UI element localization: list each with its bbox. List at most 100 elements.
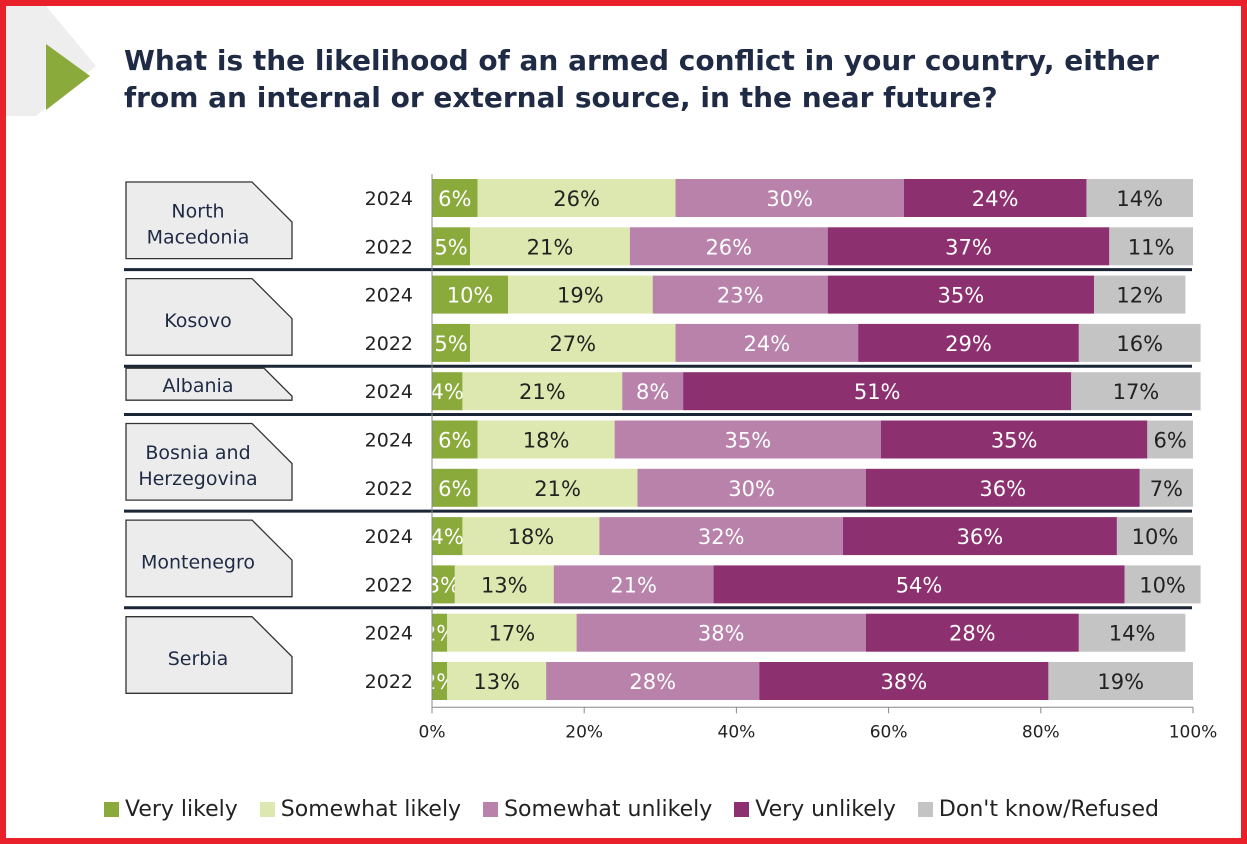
bar-segment-somewhat-unlikely: [614, 420, 881, 459]
year-label: 2022: [365, 574, 413, 596]
bar-segment-somewhat-likely: [470, 227, 630, 266]
data-label: 35%: [938, 284, 985, 308]
year-label: 2024: [365, 285, 413, 307]
data-label: 51%: [854, 380, 901, 404]
year-label: 2024: [365, 623, 413, 645]
bar-segment-very-likely: [432, 468, 478, 507]
legend-swatch: [483, 801, 499, 817]
bar-segment-very-likely: [432, 420, 478, 459]
country-tab-serbia: [125, 616, 293, 694]
bar-segment-somewhat-unlikely: [675, 323, 859, 362]
bar-segment-somewhat-unlikely: [622, 372, 684, 411]
bar-segment-very-unlikely: [827, 275, 1095, 314]
country-label: Bosnia and: [145, 442, 250, 464]
country-tab-bosnia-and-herzegovina: [125, 422, 293, 501]
country-tab-north-macedonia: [125, 181, 293, 260]
bar-segment-very-likely: [432, 372, 463, 411]
legend-item-somewhat-likely: Somewhat likely: [259, 796, 462, 822]
x-tick-label: 20%: [565, 722, 603, 742]
data-label: 21%: [610, 573, 657, 597]
country-label: Serbia: [168, 648, 229, 670]
bar-segment-somewhat-likely: [477, 468, 638, 507]
data-label: 17%: [489, 622, 536, 646]
legend-label: Somewhat likely: [280, 796, 462, 822]
bar-segment-somewhat-likely: [508, 275, 653, 314]
bar-segment-somewhat-likely: [454, 565, 554, 604]
country-label: Montenegro: [141, 551, 255, 573]
bar-segment-somewhat-unlikely: [599, 517, 843, 556]
x-tick-label: 60%: [870, 722, 908, 742]
year-label: 2024: [365, 430, 413, 452]
legend-item-dont-know: Don't know/Refused: [917, 797, 1159, 822]
country-label: North: [171, 200, 224, 222]
bar-segment-very-unlikely: [903, 179, 1087, 217]
data-label: 10%: [447, 284, 494, 308]
data-label: 10%: [1132, 525, 1179, 549]
x-tick-label: 40%: [718, 722, 756, 742]
year-label: 2022: [365, 671, 413, 693]
bar-segment-somewhat-likely: [470, 323, 676, 362]
data-label: 38%: [698, 622, 745, 646]
data-label: 14%: [1109, 622, 1156, 646]
data-label: 6%: [438, 477, 471, 501]
data-label: 35%: [991, 429, 1038, 453]
bar-segment-very-unlikely: [858, 323, 1079, 362]
legend-swatch: [917, 801, 933, 817]
legend-swatch: [104, 801, 119, 817]
bar-segment-somewhat-likely: [477, 420, 615, 459]
bar-segment-somewhat-likely: [447, 613, 577, 652]
chart-title: What is the likelihood of an armed confl…: [124, 44, 1159, 114]
bar-segment-somewhat-unlikely: [652, 275, 828, 314]
bar-segment-very-likely: [432, 323, 471, 362]
data-label: 6%: [438, 187, 471, 211]
data-label: 21%: [534, 477, 581, 501]
bar-segment-dont-know: [1078, 323, 1201, 362]
corner-decoration: [6, 6, 96, 116]
data-label: 6%: [1154, 429, 1187, 453]
legend-item-very-likely: Very likely: [104, 797, 238, 822]
bar-segment-very-unlikely: [880, 420, 1148, 459]
bar-segment-somewhat-unlikely: [553, 565, 714, 604]
bar-segment-very-unlikely: [713, 565, 1125, 604]
bar-segment-somewhat-likely: [462, 372, 623, 411]
bar-segment-very-likely: [432, 565, 455, 604]
data-label: 17%: [1113, 380, 1160, 404]
data-label: 24%: [972, 187, 1019, 211]
data-label: 19%: [1097, 670, 1144, 694]
data-label: 28%: [629, 670, 676, 694]
data-label: 35%: [724, 429, 771, 453]
bar-segment-dont-know: [1048, 662, 1193, 700]
bar-segment-very-unlikely: [759, 662, 1049, 700]
data-label: 54%: [896, 573, 943, 597]
bar-segment-dont-know: [1139, 468, 1193, 507]
data-label: 18%: [508, 525, 555, 549]
data-label: 12%: [1116, 284, 1163, 308]
data-label: 21%: [527, 235, 574, 259]
data-label: 30%: [766, 187, 813, 211]
data-label: 5%: [434, 332, 467, 356]
country-label: Herzegovina: [138, 468, 257, 490]
data-label: 21%: [519, 380, 566, 404]
data-label: 24%: [743, 332, 790, 356]
year-label: 2022: [365, 333, 413, 355]
data-label: 23%: [717, 284, 764, 308]
legend-swatch: [734, 801, 750, 817]
bar-segment-dont-know: [1071, 372, 1201, 411]
bar-segment-somewhat-unlikely: [576, 613, 866, 652]
bar-segment-very-unlikely: [683, 372, 1072, 411]
bar-segment-dont-know: [1116, 517, 1193, 556]
country-label: Macedonia: [147, 226, 250, 248]
legend-label: Very likely: [125, 796, 238, 822]
bar-segment-dont-know: [1147, 420, 1193, 459]
data-label: 28%: [949, 622, 996, 646]
bar-segment-very-unlikely: [827, 227, 1110, 266]
bar-segment-somewhat-unlikely: [629, 227, 828, 266]
play-arrow-icon: [46, 44, 90, 110]
bar-segment-very-likely: [432, 179, 478, 217]
data-label: 10%: [1139, 573, 1186, 597]
data-label: 8%: [636, 380, 669, 404]
data-label: 14%: [1116, 187, 1163, 211]
bar-segment-somewhat-unlikely: [675, 179, 904, 217]
data-label: 7%: [1150, 477, 1183, 501]
country-label: Kosovo: [164, 310, 232, 332]
